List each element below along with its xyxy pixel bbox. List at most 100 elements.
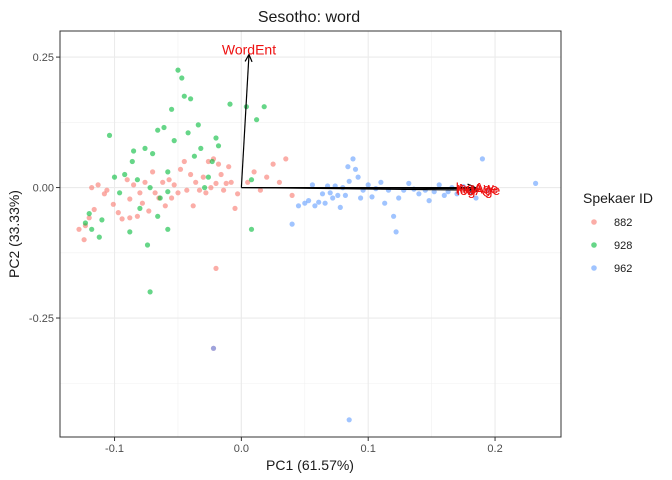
arrow-label-3: logAw [456, 180, 495, 196]
point-882-0 [76, 226, 82, 232]
point-882-16 [134, 213, 140, 219]
point-882-59 [283, 156, 289, 162]
point-882-24 [160, 179, 166, 185]
point-962-18 [346, 178, 352, 184]
point-882-25 [162, 203, 168, 209]
point-882-50 [235, 191, 241, 197]
point-962-7 [319, 191, 326, 197]
point-882-51 [213, 265, 219, 271]
point-882-47 [226, 164, 232, 170]
y-tick-label-2: 0.25 [33, 52, 54, 64]
point-882-18 [139, 200, 145, 206]
point-882-28 [171, 182, 177, 188]
point-928-3 [96, 234, 102, 240]
point-962-6 [316, 199, 322, 205]
point-962-47 [473, 195, 479, 201]
point-882-15 [131, 182, 137, 188]
legend-title: Spekaer ID [583, 190, 653, 206]
point-962-3 [306, 198, 312, 204]
plot-border [59, 30, 562, 438]
point-882-48 [228, 179, 234, 185]
point-962-14 [337, 204, 343, 210]
legend-key-928 [591, 242, 597, 248]
point-882-58 [276, 179, 282, 185]
x-tick-label-3: 0.2 [487, 443, 502, 455]
point-928-10 [129, 158, 135, 165]
point-928-29 [195, 122, 201, 128]
y-tick-label-0: -0.25 [29, 313, 54, 325]
arrow-label-0: WordEnt [222, 41, 276, 57]
legend-label-962: 962 [614, 263, 632, 275]
point-962-10 [327, 190, 333, 196]
point-962-13 [335, 192, 341, 198]
point-928-20 [165, 169, 171, 175]
point-882-11 [119, 216, 125, 222]
point-928-30 [198, 145, 204, 151]
point-962-51 [346, 417, 352, 423]
point-928-12 [137, 205, 143, 211]
point-928-38 [165, 226, 171, 232]
point-928-16 [150, 151, 156, 157]
point-882-20 [146, 208, 152, 214]
point-928-24 [179, 75, 185, 81]
legend-label-882: 882 [614, 217, 632, 229]
point-962-27 [378, 179, 384, 185]
point-928-1 [86, 211, 92, 217]
point-962-25 [369, 194, 375, 200]
point-928-43 [248, 177, 255, 183]
point-882-43 [215, 161, 222, 167]
point-928-14 [144, 242, 151, 248]
point-928-7 [117, 190, 123, 196]
point-882-42 [213, 180, 219, 186]
chart-title: Sesotho: word [258, 9, 360, 26]
arrow-label-1: logAge [457, 182, 501, 198]
point-928-13 [142, 145, 148, 151]
point-882-2 [86, 215, 92, 221]
point-962-5 [312, 203, 318, 209]
point-928-44 [248, 226, 255, 232]
point-962-40 [436, 182, 442, 188]
point-928-40 [147, 185, 153, 191]
point-882-27 [169, 195, 175, 201]
point-962-32 [396, 195, 402, 201]
point-882-26 [166, 177, 172, 183]
point-928-8 [122, 171, 128, 178]
point-928-32 [205, 174, 211, 180]
point-928-22 [171, 138, 177, 144]
point-962-1 [295, 203, 302, 209]
arrow-label-2: AuAge [456, 181, 498, 197]
point-928-26 [185, 130, 191, 136]
legend-key-882 [591, 219, 597, 225]
point-962-11 [330, 195, 336, 201]
point-882-3 [89, 185, 95, 191]
point-962-21 [355, 174, 361, 180]
point-882-4 [91, 206, 97, 213]
point-882-56 [264, 174, 270, 180]
point-962-8 [322, 200, 328, 206]
point-962-4 [309, 182, 315, 188]
point-882-10 [115, 210, 121, 216]
point-962-49 [486, 187, 492, 193]
point-882-21 [150, 169, 156, 175]
point-962-19 [350, 156, 356, 162]
point-882-38 [203, 190, 209, 196]
point-882-54 [251, 169, 257, 175]
point-928-25 [181, 93, 187, 99]
point-962-52 [210, 345, 217, 351]
point-962-48 [479, 156, 485, 162]
legend-key-962 [591, 265, 597, 271]
point-882-17 [137, 190, 143, 196]
point-882-29 [175, 190, 181, 196]
point-928-37 [155, 213, 161, 219]
point-962-20 [352, 166, 359, 172]
point-928-11 [134, 177, 140, 183]
point-882-9 [110, 201, 116, 207]
point-928-41 [227, 101, 233, 107]
x-tick-label-2: 0.1 [361, 443, 376, 455]
point-928-39 [165, 189, 171, 195]
point-962-41 [441, 192, 447, 198]
point-928-35 [215, 143, 222, 149]
point-882-40 [208, 185, 214, 191]
